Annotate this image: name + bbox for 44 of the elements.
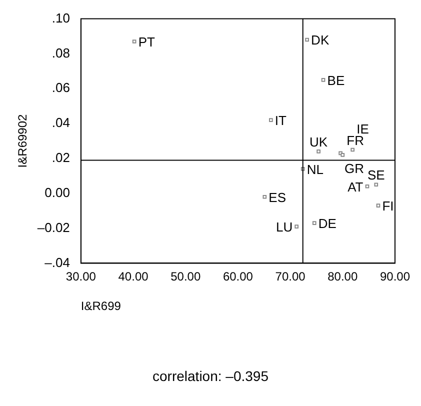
annotation: IT	[274, 113, 287, 128]
annotation: GR	[344, 161, 364, 176]
point	[269, 118, 273, 122]
x-tick-label: 50.00	[170, 270, 201, 284]
y-tick-label: –.04	[44, 254, 70, 270]
point	[305, 38, 309, 42]
annotation: SE	[367, 168, 386, 183]
x-tick-label: 80.00	[328, 270, 358, 284]
point	[294, 224, 298, 228]
x-tick-label: 90.00	[380, 270, 410, 284]
x-tick-label: 60.00	[222, 270, 254, 284]
annotation: BE	[327, 72, 345, 88]
annotation: DK	[311, 32, 330, 48]
point	[132, 40, 136, 44]
y-axis-title: I&R69902	[16, 114, 30, 168]
point	[316, 150, 320, 154]
y-tick-label: .10	[52, 10, 70, 26]
point	[365, 184, 370, 188]
y-tick-label: –0.02	[37, 220, 70, 235]
y-tick-label: .06	[52, 80, 70, 96]
y-tick-label: 0.00	[44, 184, 70, 200]
y-tick-label: .04	[52, 115, 70, 130]
x-tick-label: 30.00	[66, 270, 96, 284]
point	[312, 221, 316, 225]
point	[374, 182, 378, 187]
annotation: ES	[268, 190, 286, 205]
annotation: DE	[318, 216, 337, 232]
y-tick-label: .02	[52, 150, 70, 166]
text: correlation: –0.395	[152, 368, 270, 384]
point	[350, 148, 355, 152]
y-tick-label: .08	[52, 45, 70, 60]
x-axis-title: I&R699	[80, 299, 122, 314]
annotation: NL	[306, 162, 324, 177]
annotation: AT	[348, 179, 364, 194]
point	[340, 153, 345, 157]
annotation: LU	[276, 220, 293, 235]
annotation: FI	[382, 198, 394, 214]
annotation: PT	[138, 34, 155, 50]
point	[376, 204, 380, 208]
x-tick-label: 70.00	[275, 270, 306, 284]
annotation: UK	[310, 134, 328, 150]
point	[321, 78, 326, 82]
point	[262, 194, 267, 199]
x-tick-label: 40.00	[118, 270, 149, 284]
